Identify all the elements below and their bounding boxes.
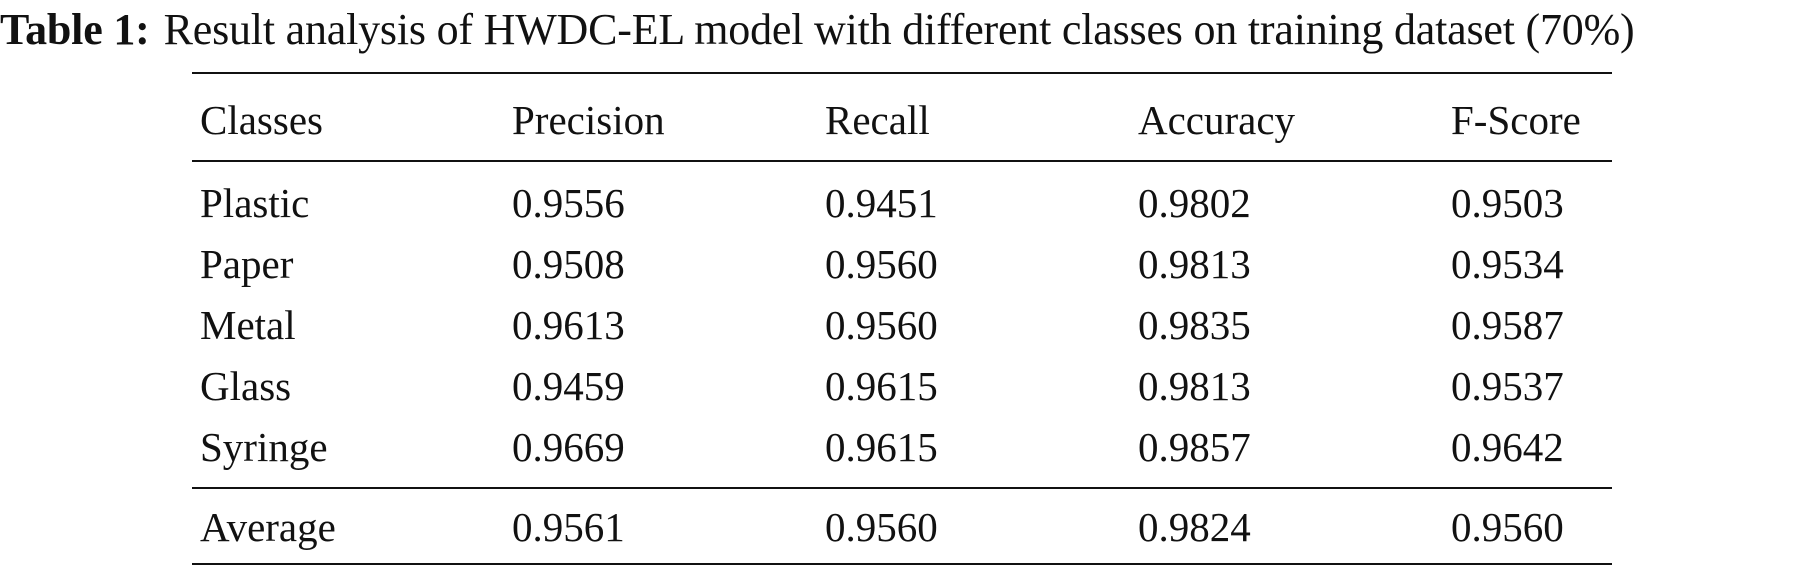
f-score-cell: 0.9587 [1451,301,1564,348]
recall-cell: 0.9451 [825,179,938,226]
f-score-cell: 0.9537 [1451,362,1564,409]
class-name-cell: Paper [200,240,294,287]
class-name-cell: Plastic [200,179,310,226]
column-header-accuracy: Accuracy [1138,97,1296,143]
table-row: Glass 0.9459 0.9615 0.9813 0.9537 [192,355,1612,416]
table-row: Paper 0.9508 0.9560 0.9813 0.9534 [192,233,1612,294]
f-score-cell: 0.9503 [1451,179,1564,226]
recall-cell: 0.9615 [825,362,938,409]
accuracy-cell: 0.9802 [1138,179,1251,226]
class-name-cell: Glass [200,362,292,409]
table-header-row: Classes Precision Recall Accuracy F-Scor… [192,73,1612,161]
results-table: Classes Precision Recall Accuracy F-Scor… [192,72,1612,565]
average-recall-cell: 0.9560 [825,504,938,550]
precision-cell: 0.9556 [512,179,625,226]
average-f-score-cell: 0.9560 [1451,504,1564,550]
table-average-row: Average 0.9561 0.9560 0.9824 0.9560 [192,488,1612,564]
f-score-cell: 0.9642 [1451,423,1564,470]
table-caption-label: Table 1: [0,5,150,54]
class-name-cell: Metal [200,301,296,348]
table-row: Syringe 0.9669 0.9615 0.9857 0.9642 [192,416,1612,488]
table-caption-text: Result analysis of HWDC-EL model with di… [163,5,1635,54]
class-name-cell: Syringe [200,423,328,470]
table-row: Plastic 0.9556 0.9451 0.9802 0.9503 [192,161,1612,233]
column-header-classes: Classes [200,97,323,143]
precision-cell: 0.9669 [512,423,625,470]
recall-cell: 0.9560 [825,301,938,348]
table-caption: Table 1: Result analysis of HWDC-EL model… [0,4,1812,56]
column-header-recall: Recall [825,97,930,143]
precision-cell: 0.9459 [512,362,625,409]
recall-cell: 0.9560 [825,240,938,287]
average-precision-cell: 0.9561 [512,504,625,550]
column-header-f-score: F-Score [1451,97,1581,143]
recall-cell: 0.9615 [825,423,938,470]
precision-cell: 0.9613 [512,301,625,348]
results-table-container: Classes Precision Recall Accuracy F-Scor… [192,72,1612,565]
f-score-cell: 0.9534 [1451,240,1564,287]
column-header-precision: Precision [512,97,665,143]
accuracy-cell: 0.9835 [1138,301,1251,348]
average-label-cell: Average [200,504,336,550]
table-row: Metal 0.9613 0.9560 0.9835 0.9587 [192,294,1612,355]
average-accuracy-cell: 0.9824 [1138,504,1251,550]
accuracy-cell: 0.9813 [1138,240,1251,287]
accuracy-cell: 0.9813 [1138,362,1251,409]
accuracy-cell: 0.9857 [1138,423,1251,470]
precision-cell: 0.9508 [512,240,625,287]
